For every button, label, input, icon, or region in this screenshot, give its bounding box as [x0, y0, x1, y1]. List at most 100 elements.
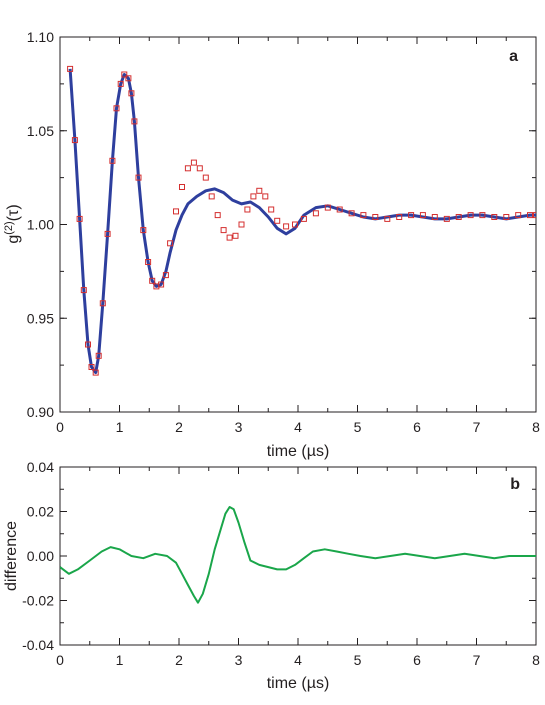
x-tick-label: 0: [56, 652, 64, 668]
series-1-marker: [238, 221, 245, 228]
panel-a-y-axis-label: g(2)(τ): [3, 204, 22, 243]
y-tick-label: 1.10: [27, 29, 54, 45]
x-tick-label: 3: [235, 419, 243, 435]
series-1-marker: [300, 215, 307, 222]
panel-a-series: [67, 65, 536, 376]
series-1-marker: [71, 137, 78, 144]
series-0-line: [68, 68, 536, 375]
series-1-marker: [104, 230, 111, 237]
x-tick-label: 7: [473, 419, 481, 435]
x-tick-label: 5: [354, 419, 362, 435]
series-1-marker: [80, 287, 87, 294]
series-1-marker: [128, 90, 135, 97]
series-1-marker: [348, 210, 355, 217]
panel-b-letter: b: [510, 476, 520, 493]
panel-b-chart: 0 1 2 3 4 5 6 7 8 -0.04 -0.02 0.00 0.02 0.04 b time (…: [3, 459, 540, 692]
x-tick-label: 8: [532, 419, 540, 435]
series-layer: [60, 506, 536, 604]
series-1-marker: [256, 187, 263, 194]
y-tick-label: 0.00: [27, 548, 54, 564]
series-1-marker: [158, 281, 165, 288]
series-1-marker: [85, 341, 91, 348]
panel-b-tick-labels: 0 1 2 3 4 5 6 7 8 -0.04 -0.02 0.00 0.02 0.04: [22, 459, 540, 668]
panel-b-x-axis-label: time (µs): [267, 675, 330, 692]
series-1-marker: [527, 212, 533, 219]
panel-a-y-axis-label-arg: (τ): [5, 204, 22, 221]
x-tick-label: 3: [235, 652, 243, 668]
y-tick-label: 0.90: [27, 404, 54, 420]
series-1-marker: [162, 272, 169, 279]
y-tick-label: 0.95: [27, 310, 54, 326]
x-tick-label: 4: [294, 419, 302, 435]
x-tick-label: 2: [175, 419, 183, 435]
series-1-marker: [431, 214, 438, 220]
x-tick-label: 1: [116, 652, 124, 668]
series-1-marker: [467, 212, 474, 219]
series-1-marker: [167, 240, 174, 247]
y-tick-label: -0.04: [22, 637, 54, 653]
series-1-marker: [479, 212, 486, 219]
panel-a-letter: a: [509, 48, 518, 65]
panel-a-ticks: [59, 36, 537, 413]
series-1-marker: [384, 215, 391, 222]
panel-b-y-axis-label: difference: [3, 521, 20, 591]
series-1-marker: [67, 65, 74, 72]
series-0-line: [60, 506, 536, 604]
x-tick-label: 2: [175, 652, 183, 668]
series-1-marker: [312, 210, 319, 217]
series-1-marker: [533, 212, 536, 219]
x-tick-label: 7: [473, 652, 481, 668]
series-1-marker: [179, 184, 185, 190]
series-1-marker: [88, 364, 95, 370]
series-1-marker: [250, 193, 257, 200]
series-1-marker: [190, 159, 197, 166]
series-1-marker: [76, 215, 83, 222]
series-1-marker: [125, 75, 132, 82]
series-1-marker: [419, 212, 426, 219]
series-1-marker: [226, 234, 233, 241]
series-1-marker: [232, 232, 239, 239]
series-1-marker: [208, 193, 215, 200]
series-1-marker: [360, 212, 367, 219]
series-1-marker: [292, 221, 298, 228]
panel-a-x-axis-label: time (µs): [267, 443, 330, 460]
series-1-marker: [202, 174, 209, 181]
series-1-marker: [196, 165, 203, 172]
series-1-marker: [113, 105, 120, 112]
series-1-marker: [455, 214, 462, 220]
y-tick-label: 1.05: [27, 123, 54, 139]
series-1-marker: [99, 300, 106, 307]
series-1-marker: [131, 118, 138, 125]
series-1-marker: [220, 227, 227, 234]
y-tick-label: 0.04: [27, 459, 54, 475]
panel-b-series: [60, 506, 536, 604]
series-1-marker: [396, 214, 403, 220]
series-1-marker: [214, 212, 221, 219]
series-1-marker: [274, 217, 281, 224]
series-1-marker: [135, 174, 142, 181]
y-tick-label: 0.02: [27, 504, 54, 520]
series-1-marker: [117, 80, 124, 87]
series-1-marker: [95, 352, 102, 359]
y-tick-label: 1.00: [27, 217, 54, 233]
y-tick-label: -0.02: [22, 593, 54, 609]
series-1-marker: [140, 227, 147, 234]
panel-a-y-axis-label-sup: (2): [3, 221, 15, 234]
series-1-marker: [184, 165, 191, 172]
series-1-marker: [145, 259, 152, 265]
x-tick-label: 6: [413, 419, 421, 435]
x-tick-label: 6: [413, 652, 421, 668]
series-1-marker: [121, 71, 128, 78]
series-1-marker: [372, 214, 379, 220]
series-1-marker: [336, 206, 343, 213]
panel-a-chart: 0 1 2 3 4 5 6 7 8 0.90 0.95 1.00 1.05 1.10 a time (µs…: [3, 29, 540, 460]
series-1-marker: [491, 214, 498, 220]
series-1-marker: [92, 369, 99, 376]
series-1-marker: [283, 223, 290, 230]
panel-b-ticks: [59, 466, 537, 646]
series-layer: [67, 65, 536, 376]
x-tick-label: 1: [116, 419, 124, 435]
series-1-marker: [408, 212, 415, 219]
x-tick-label: 5: [354, 652, 362, 668]
